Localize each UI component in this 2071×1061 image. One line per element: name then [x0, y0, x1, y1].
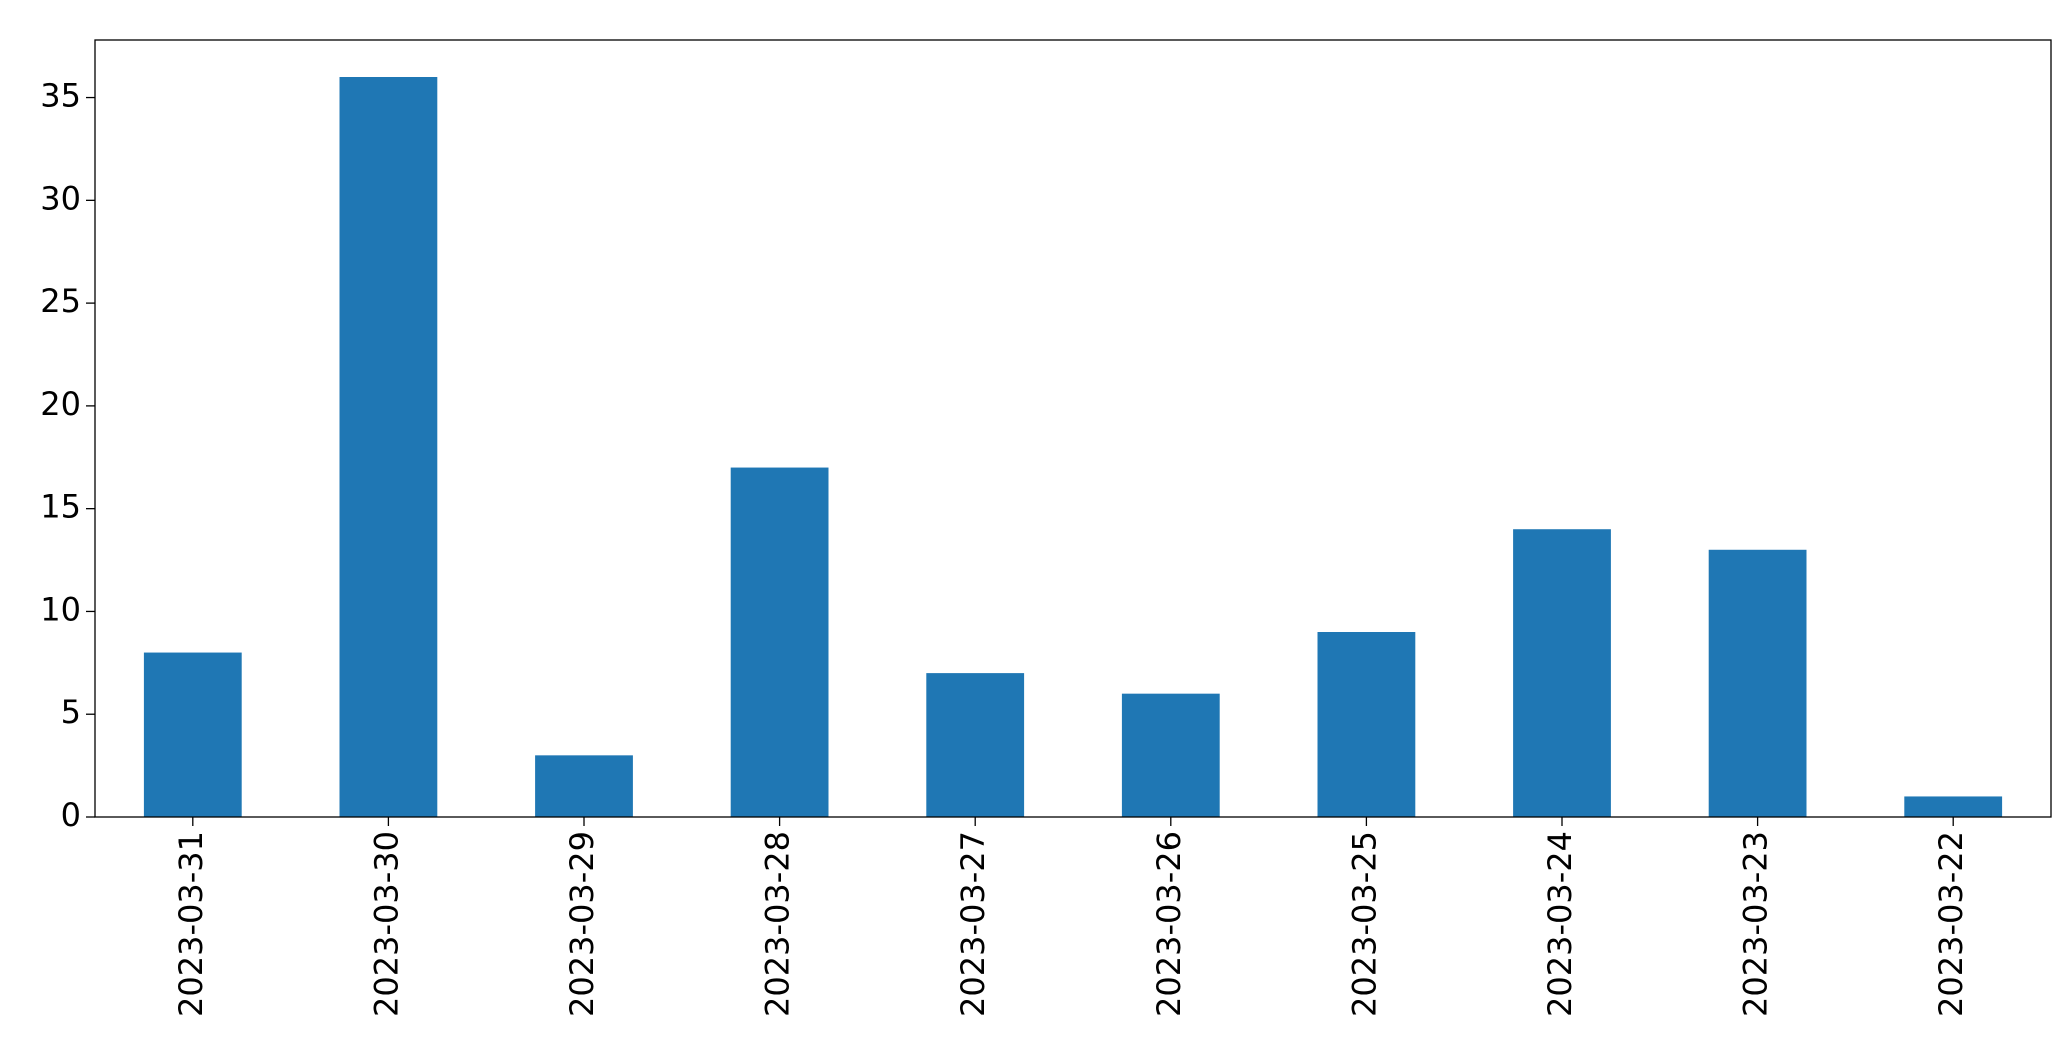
y-tick-label: 25 [40, 282, 81, 320]
bar [1317, 632, 1416, 817]
x-tick-label: 2023-03-26 [1150, 831, 1188, 1017]
bar [1513, 529, 1611, 817]
bar [1904, 796, 2003, 817]
y-tick-label: 30 [40, 179, 81, 217]
x-tick-label: 2023-03-23 [1737, 831, 1775, 1017]
x-tick-label: 2023-03-28 [759, 831, 797, 1017]
x-tick-label: 2023-03-31 [172, 831, 210, 1017]
bar [535, 755, 633, 817]
y-tick-label: 5 [61, 693, 81, 731]
y-tick-label: 35 [40, 77, 81, 115]
bar [143, 652, 242, 817]
x-tick-label: 2023-03-29 [563, 831, 601, 1017]
bar [1708, 549, 1807, 817]
bar [339, 77, 438, 817]
y-tick-label: 20 [40, 385, 81, 423]
y-tick-label: 10 [40, 590, 81, 628]
bar [926, 673, 1025, 817]
x-tick-label: 2023-03-30 [367, 831, 405, 1017]
bar [730, 467, 829, 817]
bar [1121, 693, 1220, 817]
y-tick-label: 15 [40, 488, 81, 526]
x-tick-label: 2023-03-25 [1345, 831, 1383, 1017]
x-tick-label: 2023-03-27 [954, 831, 992, 1017]
x-tick-label: 2023-03-24 [1541, 831, 1579, 1017]
plot-frame [94, 39, 2052, 818]
x-tick-label: 2023-03-22 [1932, 831, 1970, 1017]
y-tick-label: 0 [61, 796, 81, 834]
